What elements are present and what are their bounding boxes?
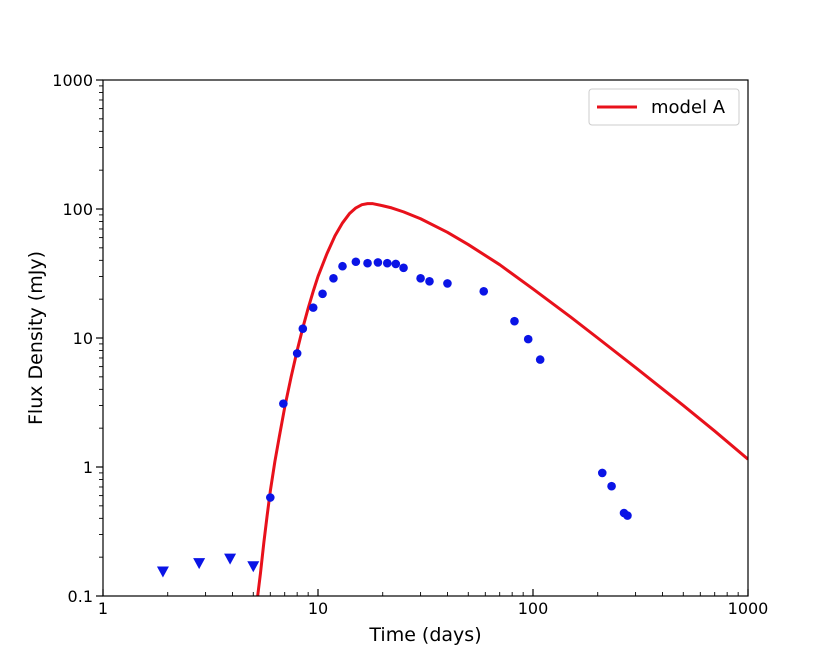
x-axis-title: Time (days) <box>368 624 481 646</box>
y-tick-label: 100 <box>62 200 93 219</box>
data-point <box>298 324 308 334</box>
y-tick-label: 10 <box>73 329 93 348</box>
x-tick-label: 10 <box>308 599 328 618</box>
upper-limit-marker <box>247 561 260 573</box>
upper-limit-marker <box>193 558 206 570</box>
legend: model A <box>588 88 740 126</box>
data-point <box>292 349 302 358</box>
data-point <box>363 258 372 268</box>
y-tick-label: 0.1 <box>68 587 93 606</box>
x-tick-label: 1000 <box>728 599 769 618</box>
data-point <box>308 303 318 312</box>
data-point <box>510 316 519 326</box>
y-tick-label: 1000 <box>52 71 93 90</box>
upper-limit-marker <box>224 553 237 565</box>
axis-ticks: 1 10 100 1000 0.1 1 10 100 1000 <box>52 71 768 618</box>
upper-limit-marker <box>156 566 169 578</box>
model-a-line <box>256 202 748 596</box>
data-point <box>535 355 545 364</box>
model-curve-layer <box>256 202 748 596</box>
legend-label-model-a: model A <box>651 97 726 118</box>
plot-frame <box>102 79 749 597</box>
data-point <box>399 263 408 273</box>
data-point <box>597 468 607 478</box>
data-point <box>318 289 327 299</box>
legend-box <box>588 88 740 126</box>
y-axis-title: Flux Density (mJy) <box>25 251 47 425</box>
data-point <box>607 481 616 491</box>
data-points-layer <box>266 257 632 520</box>
y-tick-label: 1 <box>83 458 93 477</box>
x-tick-label: 100 <box>518 599 549 618</box>
data-point <box>623 511 632 520</box>
data-point <box>279 399 288 408</box>
data-point <box>329 274 338 283</box>
upper-limits-layer <box>156 553 260 578</box>
data-point <box>479 287 489 296</box>
data-point <box>416 274 425 283</box>
data-point <box>443 279 452 288</box>
data-point <box>266 493 275 502</box>
data-point <box>338 261 347 271</box>
data-point <box>425 277 434 286</box>
x-tick-label: 1 <box>98 599 108 618</box>
data-point <box>351 257 361 267</box>
data-point <box>373 258 383 267</box>
data-point <box>382 258 392 268</box>
data-point <box>391 259 401 269</box>
data-point <box>523 334 533 344</box>
